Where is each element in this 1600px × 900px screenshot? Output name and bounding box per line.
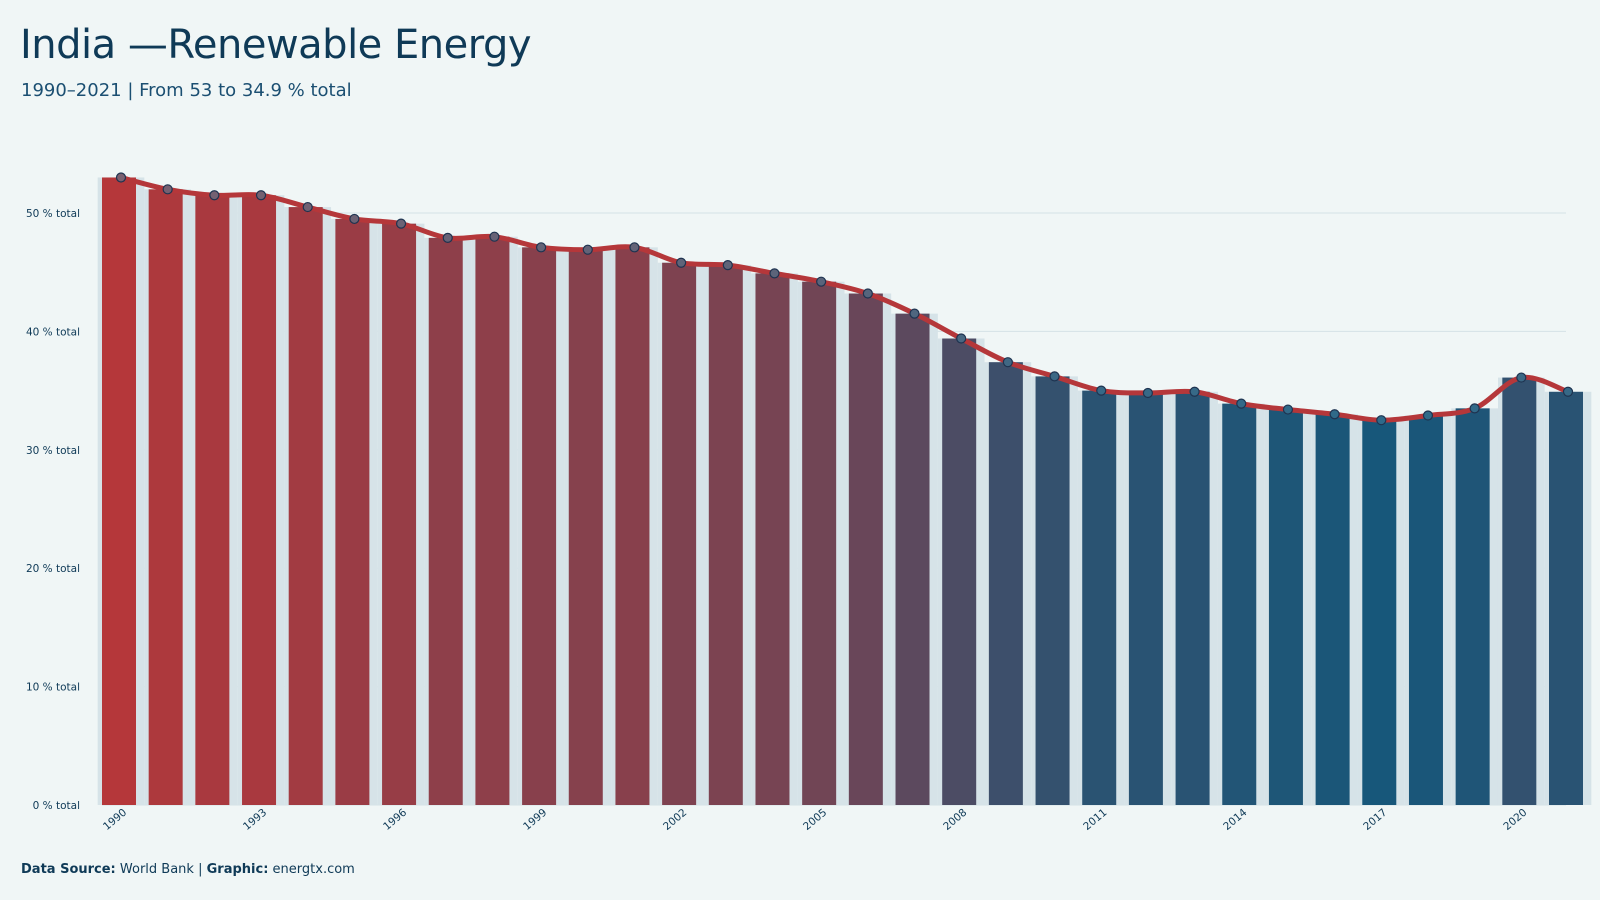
bar-2019 [1455,408,1490,805]
footer-separator: | [198,862,203,877]
y-axis-labels: 0 % total 10 % total 20 % total 30 % total 4… [26,208,80,812]
bar-2001 [615,247,650,805]
point-2018 [1422,410,1434,421]
bar-2018 [1408,415,1443,805]
bar-1999 [522,247,557,805]
bar-2008 [942,338,977,805]
point-2019 [1469,403,1480,414]
x-tick-label: 1993 [241,807,269,833]
bar-2014 [1222,403,1257,805]
bar-2005 [802,281,837,805]
footer: Data Source: World Bank | Graphic: energ… [21,862,355,877]
y-tick-label: 40 % total [26,326,80,338]
point-2017 [1376,415,1387,426]
bar-1990 [102,177,136,806]
bar-2021 [1549,391,1583,805]
point-2007 [909,308,920,319]
bars [97,177,1592,806]
point-1995 [349,213,360,225]
x-tick-label: 2017 [1361,807,1389,833]
point-2008 [956,333,967,344]
x-tick-label: 2002 [661,807,689,833]
bar-2010 [1035,376,1070,805]
bar-2007 [895,313,930,805]
point-2011 [1096,385,1107,396]
graphic-value: energtx.com [272,862,355,877]
bar-1992 [195,195,230,806]
bar-2020 [1502,377,1537,805]
y-tick-label: 0 % total [33,800,80,812]
point-2012 [1142,387,1154,399]
point-2002 [676,257,687,268]
point-2004 [769,268,780,279]
bar-2003 [708,265,743,805]
bar-1997 [428,237,463,805]
bar-1993 [242,195,277,806]
point-1990 [115,172,127,183]
point-2016 [1329,409,1340,420]
x-tick-label: 2011 [1081,807,1109,833]
bar-2013 [1175,391,1210,805]
x-tick-label: 1990 [101,807,129,833]
point-2020 [1516,372,1527,383]
bar-2002 [662,262,697,805]
point-1999 [535,242,547,253]
point-1991 [162,184,173,195]
point-2003 [722,259,733,271]
bar-2004 [755,273,790,805]
point-1997 [442,232,453,243]
source-value: World Bank [119,862,194,877]
x-tick-label: 2014 [1221,806,1249,833]
point-1998 [489,231,500,242]
x-tick-label: 2008 [941,807,969,833]
y-tick-label: 20 % total [26,563,80,575]
bar-1998 [475,236,510,805]
y-tick-label: 30 % total [26,445,80,457]
bar-1994 [288,207,323,805]
graphic-label: Graphic: [206,862,269,877]
bar-2015 [1268,409,1303,805]
bar-2017 [1362,420,1397,805]
point-1993 [255,190,267,201]
x-tick-label: 1999 [521,807,549,833]
point-1996 [395,218,407,229]
point-2014 [1236,398,1247,409]
bar-2006 [848,293,883,805]
trend-points [115,172,1574,426]
point-2009 [1002,357,1013,368]
point-1994 [302,201,313,213]
y-tick-label: 50 % total [26,208,80,220]
bar-1996 [382,223,417,805]
x-tick-label: 2020 [1501,807,1529,833]
y-tick-label: 10 % total [26,682,80,694]
point-2010 [1049,371,1060,382]
x-tick-label: 1996 [381,806,409,833]
bar-1995 [335,218,370,806]
bar-2016 [1315,414,1350,805]
bar-2000 [568,249,603,806]
bar-2011 [1082,390,1117,805]
source-label: Data Source: [21,862,116,877]
x-tick-label: 2005 [801,807,829,833]
point-2013 [1189,386,1200,397]
point-2005 [816,276,827,287]
point-2015 [1282,404,1294,415]
point-2006 [862,288,873,299]
point-2021 [1562,386,1574,397]
x-axis-labels: 1990 1993 1996 1999 2002 2005 2008 2011 2014 2017… [101,806,1530,833]
bar-2009 [988,362,1023,805]
point-2000 [582,244,593,255]
bar-1991 [148,189,183,805]
chart-subtitle: 1990–2021 | From 53 to 34.9 % total [21,80,352,101]
bar-2012 [1128,392,1163,805]
point-1992 [209,190,220,201]
chart-title: India —Renewable Energy [20,22,532,68]
point-2001 [629,242,640,253]
